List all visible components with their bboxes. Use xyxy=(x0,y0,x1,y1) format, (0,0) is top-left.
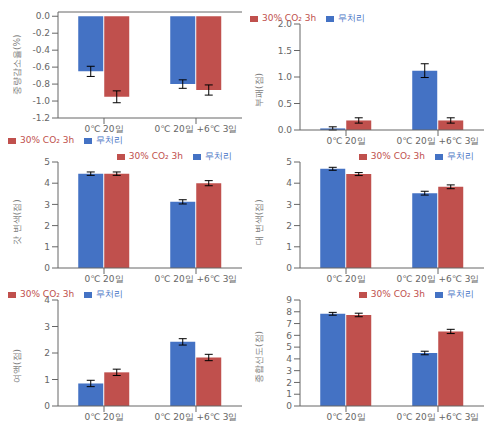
svg-text:0: 0 xyxy=(286,263,292,273)
svg-text:3: 3 xyxy=(286,366,292,376)
svg-text:0℃ 20일: 0℃ 20일 xyxy=(326,136,365,146)
svg-text:0℃ 20일 +6℃ 3일: 0℃ 20일 +6℃ 3일 xyxy=(155,412,238,422)
svg-text:대 변색(점): 대 변색(점) xyxy=(254,199,264,245)
svg-text:0: 0 xyxy=(286,401,292,411)
svg-text:-1.0: -1.0 xyxy=(32,96,50,106)
svg-text:4: 4 xyxy=(286,178,292,188)
svg-text:0℃ 20일 +6℃ 3일: 0℃ 20일 +6℃ 3일 xyxy=(155,274,238,284)
svg-text:3: 3 xyxy=(44,322,50,332)
svg-text:0℃ 20일 +6℃ 3일: 0℃ 20일 +6℃ 3일 xyxy=(397,274,480,284)
svg-text:5: 5 xyxy=(286,342,292,352)
svg-text:0.0: 0.0 xyxy=(36,11,51,21)
svg-text:7: 7 xyxy=(286,319,292,329)
svg-text:6: 6 xyxy=(286,331,292,341)
svg-text:1.5: 1.5 xyxy=(278,46,292,56)
svg-text:1.0: 1.0 xyxy=(278,72,293,82)
svg-text:1: 1 xyxy=(44,375,50,385)
svg-text:5: 5 xyxy=(44,157,50,167)
svg-text:2.0: 2.0 xyxy=(278,19,293,29)
svg-text:종합선도(점): 종합선도(점) xyxy=(254,331,264,383)
svg-text:0℃ 20일: 0℃ 20일 xyxy=(326,412,365,422)
svg-text:0.0: 0.0 xyxy=(278,125,293,135)
svg-text:0℃ 20일 +6℃ 3일: 0℃ 20일 +6℃ 3일 xyxy=(397,412,480,422)
svg-text:-0.8: -0.8 xyxy=(32,79,50,89)
svg-text:0℃ 20일: 0℃ 20일 xyxy=(84,124,123,134)
svg-text:0℃ 20일: 0℃ 20일 xyxy=(326,274,365,284)
svg-text:0℃ 20일: 0℃ 20일 xyxy=(84,412,123,422)
svg-text:-0.4: -0.4 xyxy=(32,45,50,55)
svg-text:0: 0 xyxy=(44,263,50,273)
svg-text:2: 2 xyxy=(44,221,50,231)
svg-text:0℃ 20일: 0℃ 20일 xyxy=(84,274,123,284)
svg-text:0℃ 20일 +6℃ 3일: 0℃ 20일 +6℃ 3일 xyxy=(155,124,238,134)
svg-text:0.5: 0.5 xyxy=(278,99,292,109)
svg-text:-1.2: -1.2 xyxy=(32,113,50,123)
svg-text:3: 3 xyxy=(44,200,50,210)
svg-text:2: 2 xyxy=(286,221,292,231)
svg-text:부패(점): 부패(점) xyxy=(254,73,264,107)
svg-text:8: 8 xyxy=(286,307,292,317)
svg-text:4: 4 xyxy=(44,178,50,188)
svg-text:1: 1 xyxy=(286,242,292,252)
svg-text:5: 5 xyxy=(286,157,292,167)
svg-text:1: 1 xyxy=(44,242,50,252)
svg-text:중량감소율(%): 중량감소율(%) xyxy=(12,34,22,95)
svg-text:-0.2: -0.2 xyxy=(32,28,50,38)
svg-text:-0.6: -0.6 xyxy=(32,62,50,72)
svg-text:0℃ 20일 +6℃ 3일: 0℃ 20일 +6℃ 3일 xyxy=(397,136,480,146)
svg-text:9: 9 xyxy=(286,295,292,305)
svg-text:2: 2 xyxy=(44,348,50,358)
svg-text:갓 변색(점): 갓 변색(점) xyxy=(12,199,22,245)
svg-text:여액(점): 여액(점) xyxy=(12,349,22,383)
svg-text:4: 4 xyxy=(44,295,50,305)
svg-text:3: 3 xyxy=(286,200,292,210)
svg-text:1: 1 xyxy=(286,389,292,399)
svg-text:2: 2 xyxy=(286,378,292,388)
svg-text:0: 0 xyxy=(44,401,50,411)
svg-text:4: 4 xyxy=(286,354,292,364)
